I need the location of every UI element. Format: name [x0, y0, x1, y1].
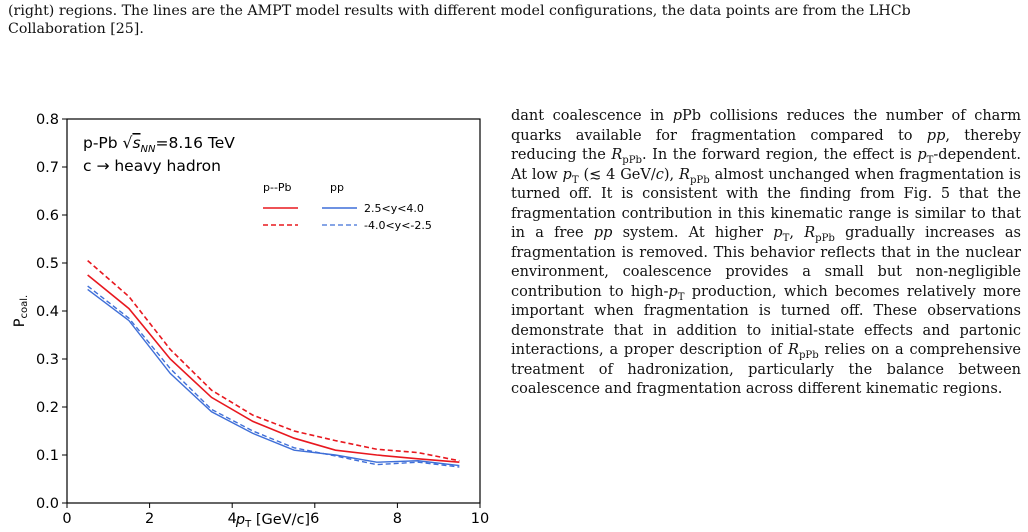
x-tick-label-0: 0	[62, 511, 71, 527]
figure-caption: (right) regions. The lines are the AMPT …	[8, 2, 1023, 38]
legend: p--Pb pp 2.5<y<4.0 -4.0<y<-2.5	[263, 181, 432, 232]
caption-line-1: (right) regions. The lines are the AMPT …	[8, 3, 911, 19]
y-tick-label-0: 0.0	[36, 496, 59, 512]
legend-col-pp: pp	[330, 181, 344, 194]
x-axis-label: pT [GeV/c]	[235, 512, 310, 528]
series-line-pp-backward	[87, 285, 460, 468]
pcoal-chart: 0 2 4 6 8 10 0.0 0.1 0.2 0.3 0.4 0.5 0.6 0.7 0.8 p-Pb …	[12, 112, 489, 530]
x-tick-label-3: 6	[310, 511, 319, 527]
series-line-pp-forward	[87, 288, 460, 467]
body-paragraph: dant coalescence in pPb collisions reduc…	[511, 108, 1022, 397]
y-tick-label-1: 0.1	[36, 448, 59, 464]
figure-pcoal: 0 2 4 6 8 10 0.0 0.1 0.2 0.3 0.4 0.5 0.6 0.7 0.8 p-Pb …	[0, 108, 500, 530]
y-tick-label-8: 0.8	[36, 112, 59, 128]
x-tick-label-2: 4	[228, 511, 237, 527]
y-tick-label-2: 0.2	[36, 400, 59, 416]
plot-frame	[66, 118, 481, 504]
x-tick-label-1: 2	[145, 511, 154, 527]
y-tick-label-3: 0.3	[36, 352, 59, 368]
series-line-ppb-forward	[87, 274, 460, 463]
x-tick-label-5: 10	[471, 511, 489, 527]
series-line-ppb-backward	[87, 259, 460, 462]
y-tick-label-7: 0.7	[36, 160, 59, 176]
chart-title-line-1: p-Pb √sNN=8.16 TeV	[83, 134, 235, 155]
y-tick-label-5: 0.5	[36, 256, 59, 272]
y-tick-label-6: 0.6	[36, 208, 59, 224]
series-lines	[87, 259, 460, 468]
axis-ticks: 0 2 4 6 8 10 0.0 0.1 0.2 0.3 0.4 0.5 0.6 0.7 0.8	[36, 112, 489, 527]
y-axis-label: Pcoal.	[12, 295, 30, 327]
legend-row-forward: 2.5<y<4.0	[364, 202, 424, 215]
legend-col-ppb: p--Pb	[263, 181, 292, 194]
legend-row-backward: -4.0<y<-2.5	[364, 219, 432, 232]
x-tick-label-4: 8	[393, 511, 402, 527]
y-tick-label-4: 0.4	[36, 304, 59, 320]
caption-line-2: Collaboration [25].	[8, 21, 144, 37]
chart-title-line-2: c → heavy hadron	[83, 157, 221, 175]
